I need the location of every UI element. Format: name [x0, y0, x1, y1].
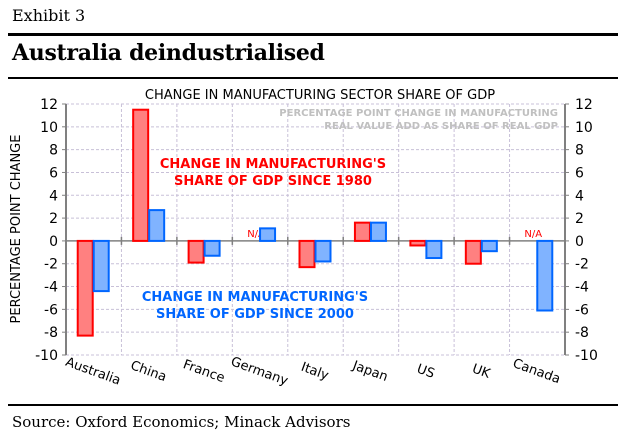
- y-tick-label-right: 10: [575, 120, 593, 136]
- bar-china-1980: [132, 108, 150, 242]
- page-title: Australia deindustrialised: [12, 40, 325, 66]
- bar-germany-2000: [259, 227, 277, 242]
- y-tick-label-right: -8: [575, 325, 589, 341]
- bars: N/A N/A: [76, 108, 554, 337]
- y-tick-label-right: 8: [575, 143, 584, 159]
- header-rule-bottom: [8, 77, 618, 79]
- header-rule-top: [8, 33, 618, 36]
- bar-france-1980: [187, 239, 205, 264]
- y-tick-label-left: 12: [40, 97, 58, 113]
- bar-france-2000: [203, 239, 221, 257]
- bar-canada-2000: [536, 239, 554, 312]
- y-axis-label: PERCENTAGE POINT CHANGE: [9, 135, 24, 324]
- x-tick-label: Japan: [350, 358, 390, 385]
- x-tick-label: China: [128, 358, 168, 385]
- bar-japan-1980: [353, 221, 371, 242]
- y-tick-label-left: -10: [35, 348, 58, 364]
- y-tick-label-left: 4: [49, 188, 58, 204]
- y-tick-label-right: -10: [575, 348, 598, 364]
- bar-japan-2000: [369, 221, 387, 242]
- x-axis-labels: Australia China France Germany Italy Japan US U…: [63, 354, 562, 389]
- y-tick-label-left: -2: [44, 257, 58, 273]
- y-tick-label-left: 10: [40, 120, 58, 136]
- footer-rule: [8, 404, 618, 406]
- y-tick-label-left: -6: [44, 302, 58, 318]
- y-tick-label-right: -2: [575, 257, 589, 273]
- x-tick-label: France: [181, 357, 227, 386]
- y-tick-label-left: -8: [44, 325, 58, 341]
- y-tick-label-left: 0: [49, 234, 58, 250]
- y-tick-label-left: 2: [49, 211, 58, 227]
- y-axis-right-ticks: 12 10 8 6 4 2 0 -2 -4 -6 -8 -10: [575, 97, 598, 364]
- na-label: N/A: [247, 229, 265, 240]
- y-axis-left-ticks: 12 10 8 6 4 2 0 -2 -4 -6 -8 -10: [35, 97, 58, 364]
- legend-1980-line-2: SHARE OF GDP SINCE 1980: [174, 174, 372, 189]
- x-tick-label: Canada: [511, 356, 563, 387]
- bar-us-2000: [425, 239, 443, 260]
- y-tick-label-left: 6: [49, 165, 58, 181]
- chart-subtitle-line-2: REAL VALUE ADD AS SHARE OF REAL GDP: [324, 121, 558, 132]
- bar-uk-1980: [464, 239, 482, 265]
- x-tick-label: Australia: [63, 355, 122, 389]
- source-note: Source: Oxford Economics; Minack Advisor…: [12, 413, 351, 431]
- legend-2000-line-1: CHANGE IN MANUFACTURING'S: [142, 290, 368, 305]
- legend-1980-line-1: CHANGE IN MANUFACTURING'S: [160, 157, 386, 172]
- chart-subtitle-line-1: PERCENTAGE POINT CHANGE IN MANUFACTURING: [279, 108, 558, 119]
- y-tick-label-right: 6: [575, 165, 584, 181]
- y-tick-label-right: 0: [575, 234, 584, 250]
- bar-uk-2000: [480, 239, 498, 253]
- bar-australia-2000: [92, 239, 110, 293]
- bar-us-1980: [409, 239, 427, 247]
- bar-italy-2000: [314, 239, 332, 263]
- bar-italy-1980: [298, 239, 316, 269]
- y-tick-label-left: 8: [49, 143, 58, 159]
- exhibit-label: Exhibit 3: [12, 6, 86, 25]
- grid-lines: [66, 103, 565, 356]
- bar-china-2000: [148, 209, 166, 242]
- y-tick-label-right: 2: [575, 211, 584, 227]
- y-tick-label-right: 4: [575, 188, 584, 204]
- x-tick-label: Germany: [229, 354, 291, 389]
- y-tick-label-right: 12: [575, 97, 593, 113]
- y-tick-label-right: -6: [575, 302, 589, 318]
- bar-australia-1980: [76, 239, 94, 337]
- y-tick-label-right: -4: [575, 280, 589, 296]
- legend-2000-line-2: SHARE OF GDP SINCE 2000: [156, 307, 354, 322]
- chart-title: CHANGE IN MANUFACTURING SECTOR SHARE OF …: [145, 88, 495, 103]
- na-label: N/A: [524, 229, 542, 240]
- x-tick-label: US: [415, 362, 437, 382]
- x-tick-label: Italy: [299, 360, 331, 384]
- y-tick-label-left: -4: [44, 280, 58, 296]
- x-tick-label: UK: [470, 362, 493, 382]
